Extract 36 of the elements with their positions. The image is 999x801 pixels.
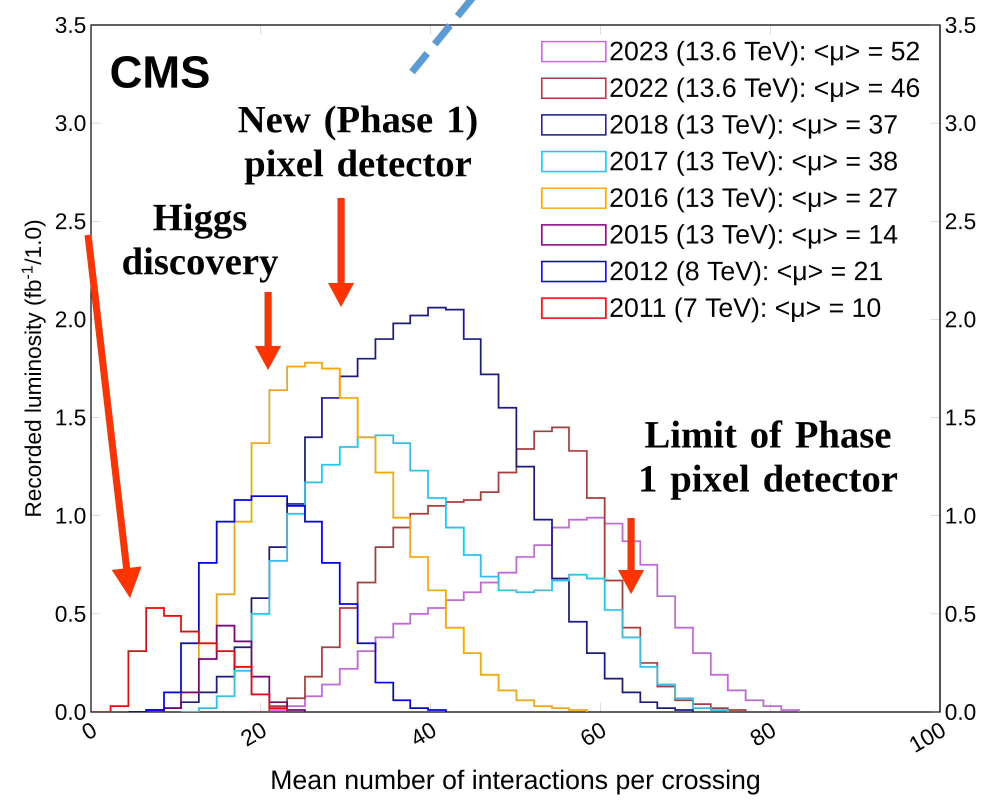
x-tick-label: 20 bbox=[241, 723, 266, 746]
annotation: New (Phase 1) pixel detector bbox=[238, 105, 477, 185]
y-tick-label: 1.0 bbox=[56, 508, 86, 524]
x-axis-title: Mean number of interactions per crossing bbox=[272, 770, 760, 795]
x-tick-label: 0 bbox=[82, 723, 96, 739]
y2-tick-label: 3.5 bbox=[946, 16, 976, 34]
x-tick-label: 60 bbox=[582, 723, 606, 745]
y2-tick-label: 0.0 bbox=[946, 704, 976, 720]
y-axis-title: Recorded luminosity (fb$^{-1}$/1.0) bbox=[22, 220, 46, 516]
annotation: Limit of Phase 1 pixel detector bbox=[641, 420, 898, 500]
y-tick-label: 2.0 bbox=[56, 311, 86, 328]
x-tick-label: 80 bbox=[750, 723, 775, 746]
legend-label: 2018 (13 TeV): <μ> = 37 bbox=[610, 114, 897, 140]
legend-label: 2022 (13.6 TeV): <μ> = 46 bbox=[610, 78, 920, 102]
legend-label: 2012 (8 TeV): <μ> = 21 bbox=[610, 260, 882, 286]
annotation: CMS bbox=[111, 56, 209, 88]
y2-tick-label: 1.0 bbox=[946, 508, 976, 524]
y-tick-label: 0.0 bbox=[56, 704, 86, 720]
x-tick-label: 40 bbox=[414, 723, 436, 744]
y-tick-label: 0.5 bbox=[56, 606, 86, 622]
y-tick-label: 3.0 bbox=[56, 115, 86, 132]
y2-tick-label: 0.5 bbox=[946, 606, 976, 622]
y-tick-label: 3.5 bbox=[56, 16, 86, 34]
y2-tick-label: 3.0 bbox=[946, 115, 976, 132]
y2-tick-label: 2.0 bbox=[946, 311, 976, 328]
x-tick-label: 100 bbox=[910, 723, 945, 753]
y-tick-label: 1.5 bbox=[56, 410, 86, 426]
legend-label: 2016 (13 TeV): <μ> = 27 bbox=[610, 188, 897, 212]
legend-label: 2023 (13.6 TeV): <μ> = 52 bbox=[610, 40, 919, 66]
legend-label: 2011 (7 TeV): <μ> = 10 bbox=[610, 298, 880, 322]
legend-label: 2017 (13 TeV): <μ> = 38 bbox=[610, 150, 897, 176]
y2-tick-label: 1.5 bbox=[946, 410, 976, 426]
annotation: Higgs discovery bbox=[123, 203, 278, 283]
legend-label: 2015 (13 TeV): <μ> = 14 bbox=[610, 224, 898, 250]
y-tick-label: 2.5 bbox=[56, 213, 86, 230]
y2-tick-label: 2.5 bbox=[946, 213, 976, 230]
